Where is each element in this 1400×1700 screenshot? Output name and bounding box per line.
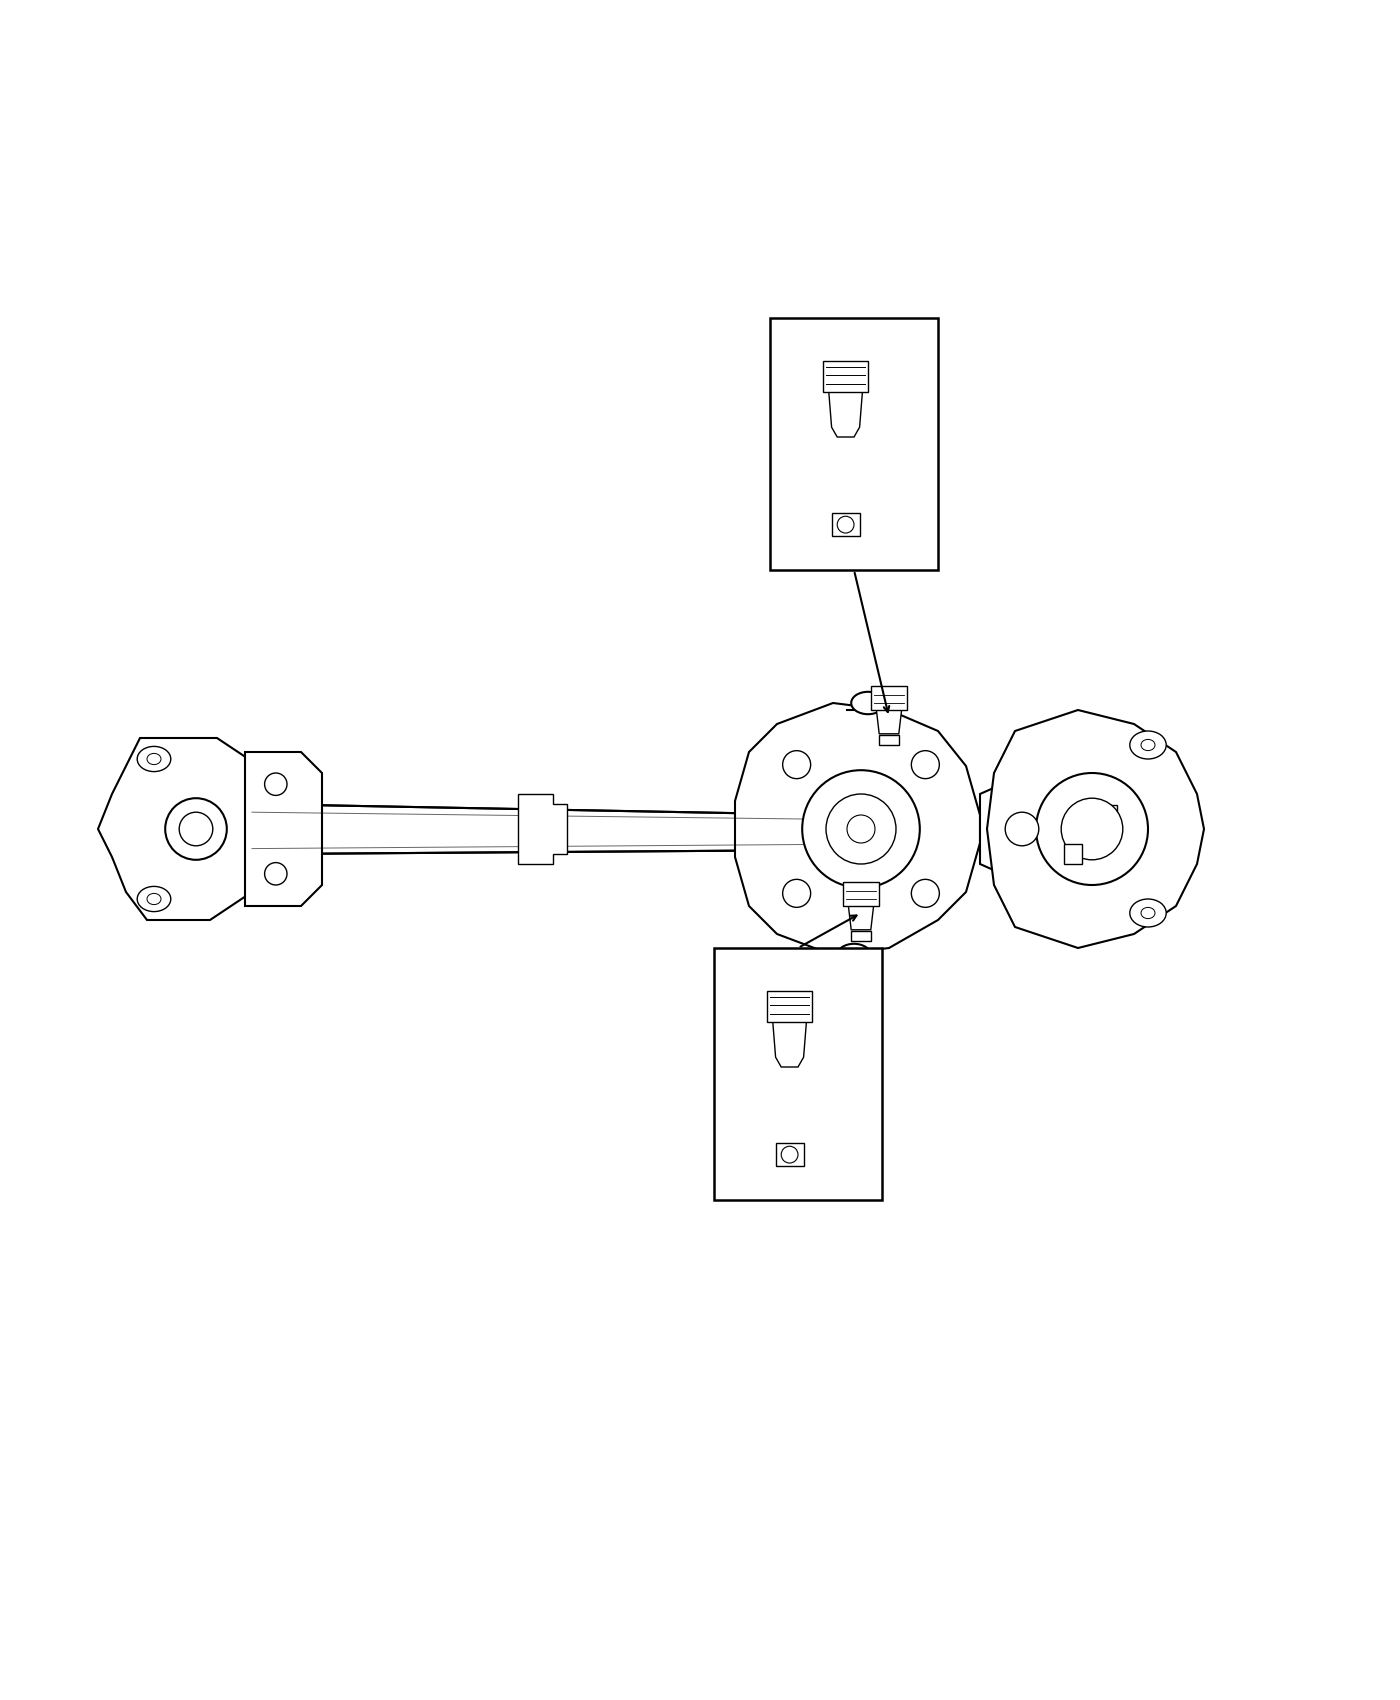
Ellipse shape xyxy=(826,794,896,864)
Polygon shape xyxy=(245,751,322,906)
Ellipse shape xyxy=(1061,799,1123,860)
Ellipse shape xyxy=(1141,908,1155,918)
Polygon shape xyxy=(848,906,874,930)
Polygon shape xyxy=(735,704,980,955)
Ellipse shape xyxy=(1130,731,1166,758)
Ellipse shape xyxy=(1130,899,1166,927)
Polygon shape xyxy=(980,767,1064,892)
Ellipse shape xyxy=(265,774,287,796)
Polygon shape xyxy=(832,513,860,536)
Polygon shape xyxy=(98,738,266,920)
Polygon shape xyxy=(518,794,567,864)
Ellipse shape xyxy=(911,751,939,779)
Ellipse shape xyxy=(783,751,811,779)
Polygon shape xyxy=(776,1144,804,1166)
Ellipse shape xyxy=(137,746,171,772)
Polygon shape xyxy=(987,711,1204,949)
Ellipse shape xyxy=(1005,813,1039,847)
Polygon shape xyxy=(829,393,862,437)
Polygon shape xyxy=(879,734,899,745)
Polygon shape xyxy=(843,882,879,906)
Ellipse shape xyxy=(911,879,939,908)
Polygon shape xyxy=(245,804,833,853)
Ellipse shape xyxy=(783,879,811,908)
Ellipse shape xyxy=(265,862,287,886)
Ellipse shape xyxy=(1141,740,1155,751)
Ellipse shape xyxy=(837,517,854,534)
Ellipse shape xyxy=(147,753,161,765)
Polygon shape xyxy=(876,711,902,734)
Ellipse shape xyxy=(165,799,227,860)
Ellipse shape xyxy=(179,813,213,847)
Polygon shape xyxy=(871,687,907,711)
Polygon shape xyxy=(767,991,812,1022)
Ellipse shape xyxy=(802,770,920,887)
Ellipse shape xyxy=(847,814,875,843)
Ellipse shape xyxy=(1036,774,1148,886)
Polygon shape xyxy=(851,932,871,942)
Polygon shape xyxy=(823,362,868,393)
Ellipse shape xyxy=(147,894,161,904)
Ellipse shape xyxy=(781,1146,798,1163)
Ellipse shape xyxy=(837,944,871,966)
Ellipse shape xyxy=(851,692,885,714)
Polygon shape xyxy=(1064,845,1082,864)
Bar xyxy=(714,949,882,1200)
Bar xyxy=(770,318,938,570)
Polygon shape xyxy=(773,1022,806,1068)
Ellipse shape xyxy=(137,886,171,911)
Polygon shape xyxy=(1092,806,1117,838)
